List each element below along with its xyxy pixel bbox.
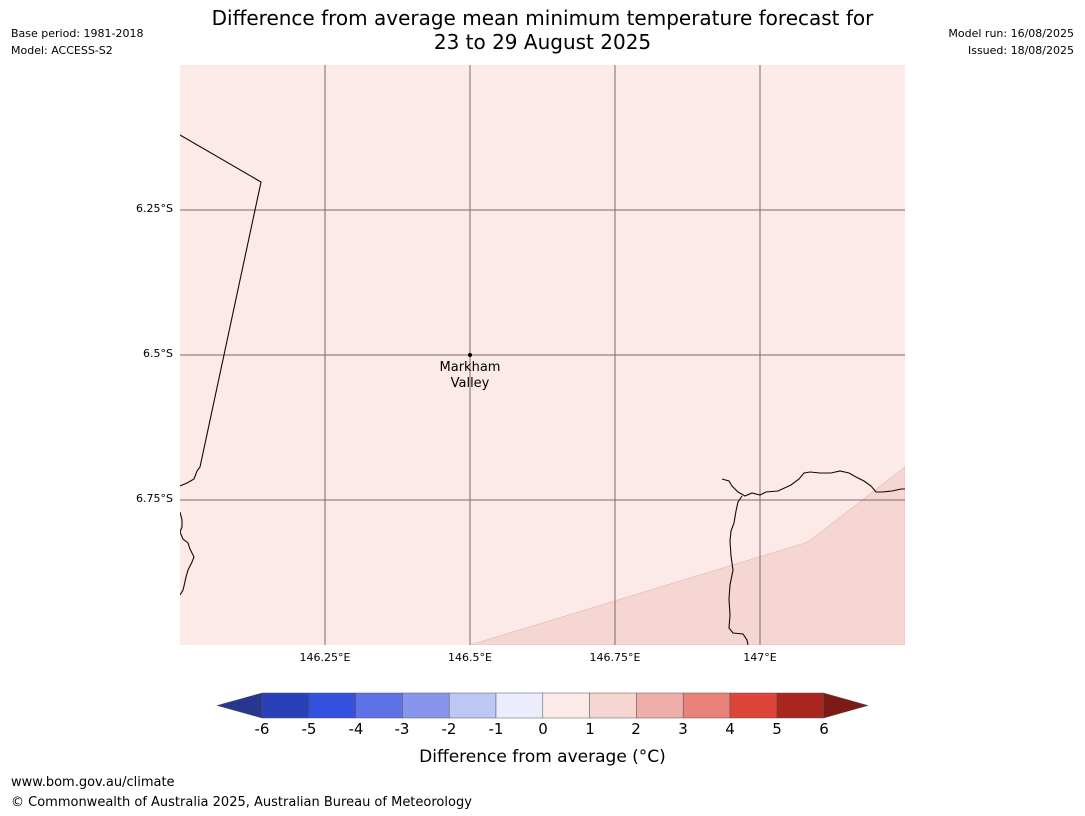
map-title: Difference from average mean minimum tem… (0, 6, 1085, 54)
issued-label: Issued: 18/08/2025 (967, 44, 1074, 57)
base-period-label: Base period: 1981-2018 (11, 27, 144, 40)
river-line (728, 495, 749, 645)
colorbar (216, 692, 869, 719)
colorbar-tick-9: 2 (631, 720, 641, 738)
place-marker (468, 353, 472, 357)
place-label: Markham Valley (420, 360, 520, 392)
lon-label-146-25: 146.25°E (299, 651, 351, 664)
colorbar-tick-10: 3 (678, 720, 688, 738)
colorbar-tick-2: -5 (301, 720, 317, 738)
model-run-label: Model run: 16/08/2025 (948, 27, 1074, 40)
colorbar-segment-1 (261, 692, 310, 719)
colorbar-tick-5: -2 (441, 720, 457, 738)
header-meta-left: Base period: 1981-2018 Model: ACCESS-S2 (11, 25, 143, 59)
title-line-1: Difference from average mean minimum tem… (211, 6, 874, 30)
anomaly-region-1-to-2 (469, 466, 905, 645)
lat-label-6-75: 6.75°S (136, 492, 173, 505)
header-meta-right: Model run: 16/08/2025 Issued: 18/08/2025 (948, 25, 1074, 59)
colorbar-segments (216, 692, 869, 719)
lat-label-6-25: 6.25°S (136, 202, 173, 215)
lon-label-146-5: 146.5°E (448, 651, 492, 664)
colorbar-tick-6: -1 (488, 720, 504, 738)
colorbar-extend-low (216, 692, 263, 719)
colorbar-tick-13: 6 (819, 720, 829, 738)
colorbar-segment-5 (448, 692, 497, 719)
lon-label-147: 147°E (743, 651, 777, 664)
lat-label-6-5: 6.5°S (143, 347, 173, 360)
colorbar-segment-11 (729, 692, 778, 719)
colorbar-tick-4: -3 (394, 720, 410, 738)
place-name-line-1: Markham (439, 360, 501, 375)
forecast-map (180, 65, 905, 645)
west-river-line (180, 511, 195, 596)
footer-url: www.bom.gov.au/climate (11, 775, 175, 790)
lon-label-146-75: 146.75°E (589, 651, 641, 664)
model-label: Model: ACCESS-S2 (11, 44, 113, 57)
title-line-2: 23 to 29 August 2025 (433, 30, 652, 54)
coastline (721, 470, 905, 497)
boundary-lines (180, 134, 905, 645)
colorbar-segment-6 (495, 692, 544, 719)
colorbar-segment-8 (589, 692, 637, 719)
place-name-line-2: Valley (450, 376, 490, 391)
colorbar-tick-3: -4 (348, 720, 364, 738)
colorbar-tick-1: -6 (254, 720, 270, 738)
colorbar-segment-4 (402, 692, 450, 719)
colorbar-segment-3 (355, 692, 403, 719)
footer-copyright: © Commonwealth of Australia 2025, Austra… (11, 795, 472, 810)
border-line (180, 134, 262, 487)
colorbar-tick-7: 0 (538, 720, 548, 738)
colorbar-label: Difference from average (°C) (419, 747, 666, 767)
colorbar-tick-8: 1 (585, 720, 595, 738)
colorbar-segment-10 (682, 692, 731, 719)
colorbar-extend-high (823, 692, 869, 719)
colorbar-tick-11: 4 (725, 720, 735, 738)
colorbar-tick-12: 5 (772, 720, 782, 738)
colorbar-segment-2 (308, 692, 356, 719)
colorbar-segment-7 (542, 692, 590, 719)
colorbar-segment-9 (636, 692, 684, 719)
colorbar-segment-12 (776, 692, 824, 719)
